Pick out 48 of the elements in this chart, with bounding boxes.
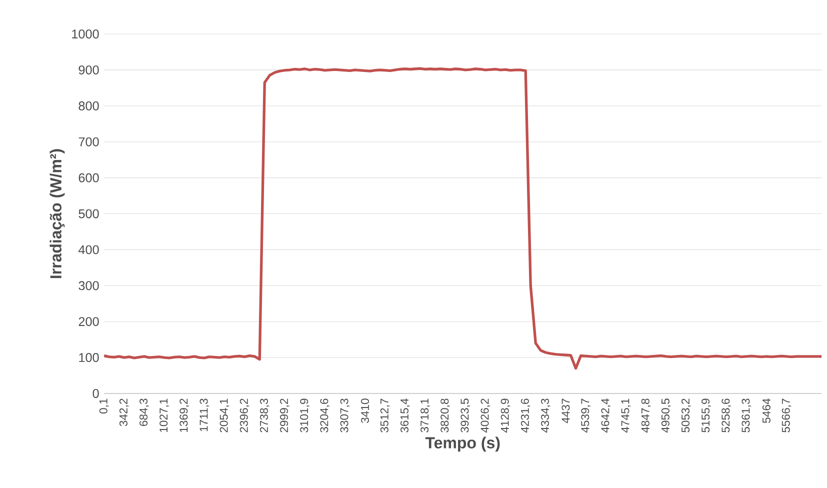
x-tick-label: 5155,9 bbox=[702, 398, 711, 432]
x-tick-label: 2738,3 bbox=[260, 398, 270, 432]
y-tick-label: 1000 bbox=[72, 29, 99, 38]
x-tick-label: 2999,2 bbox=[280, 398, 290, 432]
x-tick-label: 4847,8 bbox=[641, 398, 651, 433]
y-tick-label: 700 bbox=[78, 137, 99, 146]
x-tick-label: 5053,2 bbox=[682, 398, 691, 432]
x-tick-label: 3615,4 bbox=[400, 398, 410, 432]
x-tick-label: 4026,2 bbox=[480, 398, 490, 433]
x-tick-label: 3820,8 bbox=[440, 398, 450, 432]
x-tick-label: 3923,5 bbox=[460, 398, 470, 432]
x-tick-label: 3307,3 bbox=[340, 398, 350, 432]
x-tick-label: 4539,7 bbox=[581, 398, 590, 433]
y-tick-label: 300 bbox=[78, 281, 99, 290]
x-tick-label: 2396,2 bbox=[240, 398, 250, 432]
y-axis-title: Irradiação (W/m²) bbox=[50, 149, 65, 278]
x-tick-label: 4745,1 bbox=[621, 398, 631, 433]
y-tick-label: 400 bbox=[78, 245, 99, 254]
x-tick-label: 1027,1 bbox=[160, 398, 169, 432]
x-tick-label: 342,2 bbox=[119, 398, 129, 426]
x-tick-label: 0,1 bbox=[99, 398, 109, 414]
x-tick-label: 4950,5 bbox=[661, 398, 671, 433]
x-tick-label: 2054,1 bbox=[220, 398, 230, 432]
x-tick-label: 5258,6 bbox=[722, 398, 731, 432]
x-tick-label: 3512,7 bbox=[380, 398, 390, 432]
x-tick-label: 4437 bbox=[562, 398, 570, 424]
x-tick-label: 1369,2 bbox=[180, 398, 190, 432]
y-tick-label: 100 bbox=[79, 352, 99, 362]
y-tick-label: 600 bbox=[78, 173, 99, 182]
y-tick-label: 800 bbox=[78, 101, 99, 110]
x-tick-label: 3101,9 bbox=[300, 398, 310, 432]
x-tick-label: 5464 bbox=[762, 398, 770, 423]
y-tick-label: 200 bbox=[78, 317, 99, 326]
y-tick-label: 0 bbox=[92, 388, 99, 398]
x-tick-label: 4231,6 bbox=[520, 398, 530, 433]
x-tick-label: 3410 bbox=[360, 398, 370, 423]
x-axis-title: Tempo (s) bbox=[425, 436, 500, 452]
x-tick-label: 3718,1 bbox=[420, 398, 430, 432]
x-tick-label: 5566,7 bbox=[782, 398, 792, 432]
y-tick-label: 900 bbox=[78, 65, 99, 74]
y-tick-label: 500 bbox=[78, 209, 99, 218]
x-tick-label: 3204,6 bbox=[320, 398, 330, 432]
x-tick-label: 684,3 bbox=[140, 398, 149, 426]
x-tick-label: 4642,4 bbox=[601, 398, 611, 433]
x-tick-label: 4128,9 bbox=[500, 398, 510, 433]
x-tick-label: 5361,3 bbox=[742, 398, 752, 432]
x-tick-label: 1711,3 bbox=[200, 398, 210, 432]
x-tick-label: 4334,3 bbox=[540, 398, 550, 433]
